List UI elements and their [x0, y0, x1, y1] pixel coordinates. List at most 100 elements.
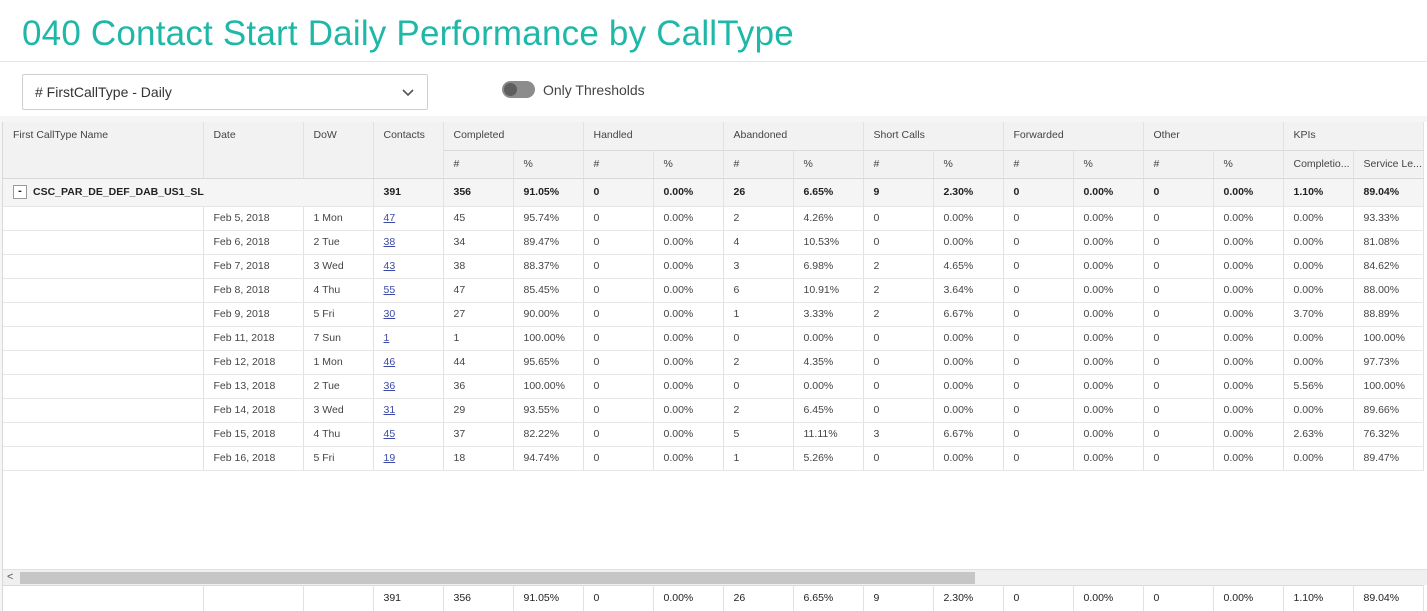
column-subheader[interactable]: # [1143, 150, 1214, 179]
row-indent-cell [3, 302, 204, 327]
table-cell: 88.37% [513, 254, 584, 279]
contacts-drilldown-link[interactable]: 36 [383, 380, 396, 392]
table-cell: 0 [1003, 374, 1074, 399]
table-cell: 0 [583, 326, 654, 351]
column-subheader[interactable]: # [583, 150, 654, 179]
column-group-header[interactable]: Forwarded [1003, 122, 1144, 151]
group-cell: 0.00% [1213, 178, 1284, 207]
table-cell: 27 [443, 302, 514, 327]
column-group-header[interactable]: Completed [443, 122, 584, 151]
column-group-header[interactable]: Short Calls [863, 122, 1004, 151]
column-subheader[interactable]: Completio... [1283, 150, 1354, 179]
table-cell: 4.65% [933, 254, 1004, 279]
table-cell: 0.00% [1283, 230, 1354, 255]
contacts-drilldown-link[interactable]: 19 [383, 452, 396, 464]
column-subheader[interactable]: % [653, 150, 724, 179]
footer-cell: 0.00% [1073, 585, 1144, 611]
scroll-thumb[interactable] [20, 572, 975, 584]
column-subheader[interactable]: # [723, 150, 794, 179]
calltype-filter-select[interactable]: # FirstCallType - Daily [22, 74, 428, 110]
table-cell: 100.00% [1353, 326, 1424, 351]
row-indent-cell [3, 206, 204, 231]
table-cell: 0.00% [653, 374, 724, 399]
table-cell: 0 [583, 422, 654, 447]
table-cell: 0 [863, 398, 934, 423]
column-subheader[interactable]: % [933, 150, 1004, 179]
contacts-drilldown-link[interactable]: 1 [383, 332, 390, 344]
table-cell: 0 [583, 398, 654, 423]
column-subheader[interactable]: # [443, 150, 514, 179]
column-header[interactable]: DoW [303, 122, 374, 179]
contacts-drilldown-link[interactable]: 43 [383, 260, 396, 272]
table-cell: 0.00% [1073, 278, 1144, 303]
contacts-drilldown-link[interactable]: 31 [383, 404, 396, 416]
table-cell: 4 Thu [303, 422, 374, 447]
column-group-header[interactable]: KPIs [1283, 122, 1424, 151]
contacts-drilldown-link[interactable]: 47 [383, 212, 396, 224]
column-group-header[interactable]: Other [1143, 122, 1284, 151]
column-subheader[interactable]: % [1213, 150, 1284, 179]
footer-cell: 9 [863, 585, 934, 611]
contacts-drilldown-link[interactable]: 30 [383, 308, 396, 320]
table-cell: 1 [723, 302, 794, 327]
data-grid: First CallType Name Date DoW Contacts Comple… [3, 122, 1424, 570]
table-cell: 0.00% [1073, 206, 1144, 231]
contacts-drilldown-link[interactable]: 46 [383, 356, 396, 368]
table-cell: Feb 14, 2018 [203, 398, 304, 423]
contacts-drilldown-link[interactable]: 45 [383, 428, 396, 440]
column-subheader[interactable]: # [863, 150, 934, 179]
table-cell: 0.00% [653, 302, 724, 327]
table-cell: 2 [863, 302, 934, 327]
contacts-drilldown-link[interactable]: 38 [383, 236, 396, 248]
table-cell: 2.63% [1283, 422, 1354, 447]
footer-cell: 391 [373, 585, 444, 611]
table-cell: 88.00% [1353, 278, 1424, 303]
table-cell: Feb 13, 2018 [203, 374, 304, 399]
column-subheader[interactable]: # [1003, 150, 1074, 179]
title-divider [0, 61, 1427, 62]
column-subheader[interactable]: % [793, 150, 864, 179]
footer-cell: 0.00% [1213, 585, 1284, 611]
table-row: Feb 12, 2018 1 Mon 46 44 95.65% 0 0.00% 2 4.35% 0… [3, 350, 1424, 375]
table-cell: 0.00% [1213, 206, 1284, 231]
totals-footer: 391 356 91.05% 0 0.00% 26 6.65% 9 2.30% 0 0.00% 0 0.… [3, 585, 1424, 611]
table-cell: 0 [1143, 350, 1214, 375]
column-group-header[interactable]: Abandoned [723, 122, 864, 151]
contacts-drilldown-link[interactable]: 55 [383, 284, 396, 296]
column-header[interactable]: Date [203, 122, 304, 179]
only-thresholds-toggle[interactable] [502, 81, 535, 98]
group-cell: 89.04% [1353, 178, 1424, 207]
table-cell: 5.26% [793, 446, 864, 471]
table-cell: 0.00% [653, 446, 724, 471]
collapse-group-button[interactable]: - [13, 185, 27, 199]
scroll-left-arrow[interactable]: < [7, 571, 14, 583]
group-cell: 0 [1003, 178, 1074, 207]
table-cell: 0.00% [1283, 446, 1354, 471]
horizontal-scrollbar[interactable]: < [3, 569, 1427, 585]
column-header[interactable]: First CallType Name [3, 122, 204, 179]
table-cell: 44 [443, 350, 514, 375]
table-cell: 37 [443, 422, 514, 447]
table-cell: 1 Mon [303, 350, 374, 375]
table-cell: Feb 8, 2018 [203, 278, 304, 303]
column-group-header[interactable]: Handled [583, 122, 724, 151]
table-cell: 4.26% [793, 206, 864, 231]
table-cell: 0.00% [1073, 374, 1144, 399]
table-cell: 100.00% [513, 326, 584, 351]
column-subheader[interactable]: % [1073, 150, 1144, 179]
column-header[interactable]: Contacts [373, 122, 444, 179]
table-cell: 38 [373, 230, 444, 255]
table-cell: 4.35% [793, 350, 864, 375]
row-indent-cell [3, 278, 204, 303]
table-cell: 0 [1143, 446, 1214, 471]
table-cell: 0 [1143, 374, 1214, 399]
table-cell: 0 [583, 446, 654, 471]
column-subheader[interactable]: % [513, 150, 584, 179]
table-cell: 6.45% [793, 398, 864, 423]
table-cell: 1 [373, 326, 444, 351]
table-cell: 0 [583, 374, 654, 399]
column-subheader[interactable]: Service Le... [1353, 150, 1424, 179]
table-cell: 0.00% [1283, 254, 1354, 279]
table-cell: Feb 16, 2018 [203, 446, 304, 471]
table-row: Feb 5, 2018 1 Mon 47 45 95.74% 0 0.00% 2 4.26% 0 0… [3, 206, 1424, 231]
